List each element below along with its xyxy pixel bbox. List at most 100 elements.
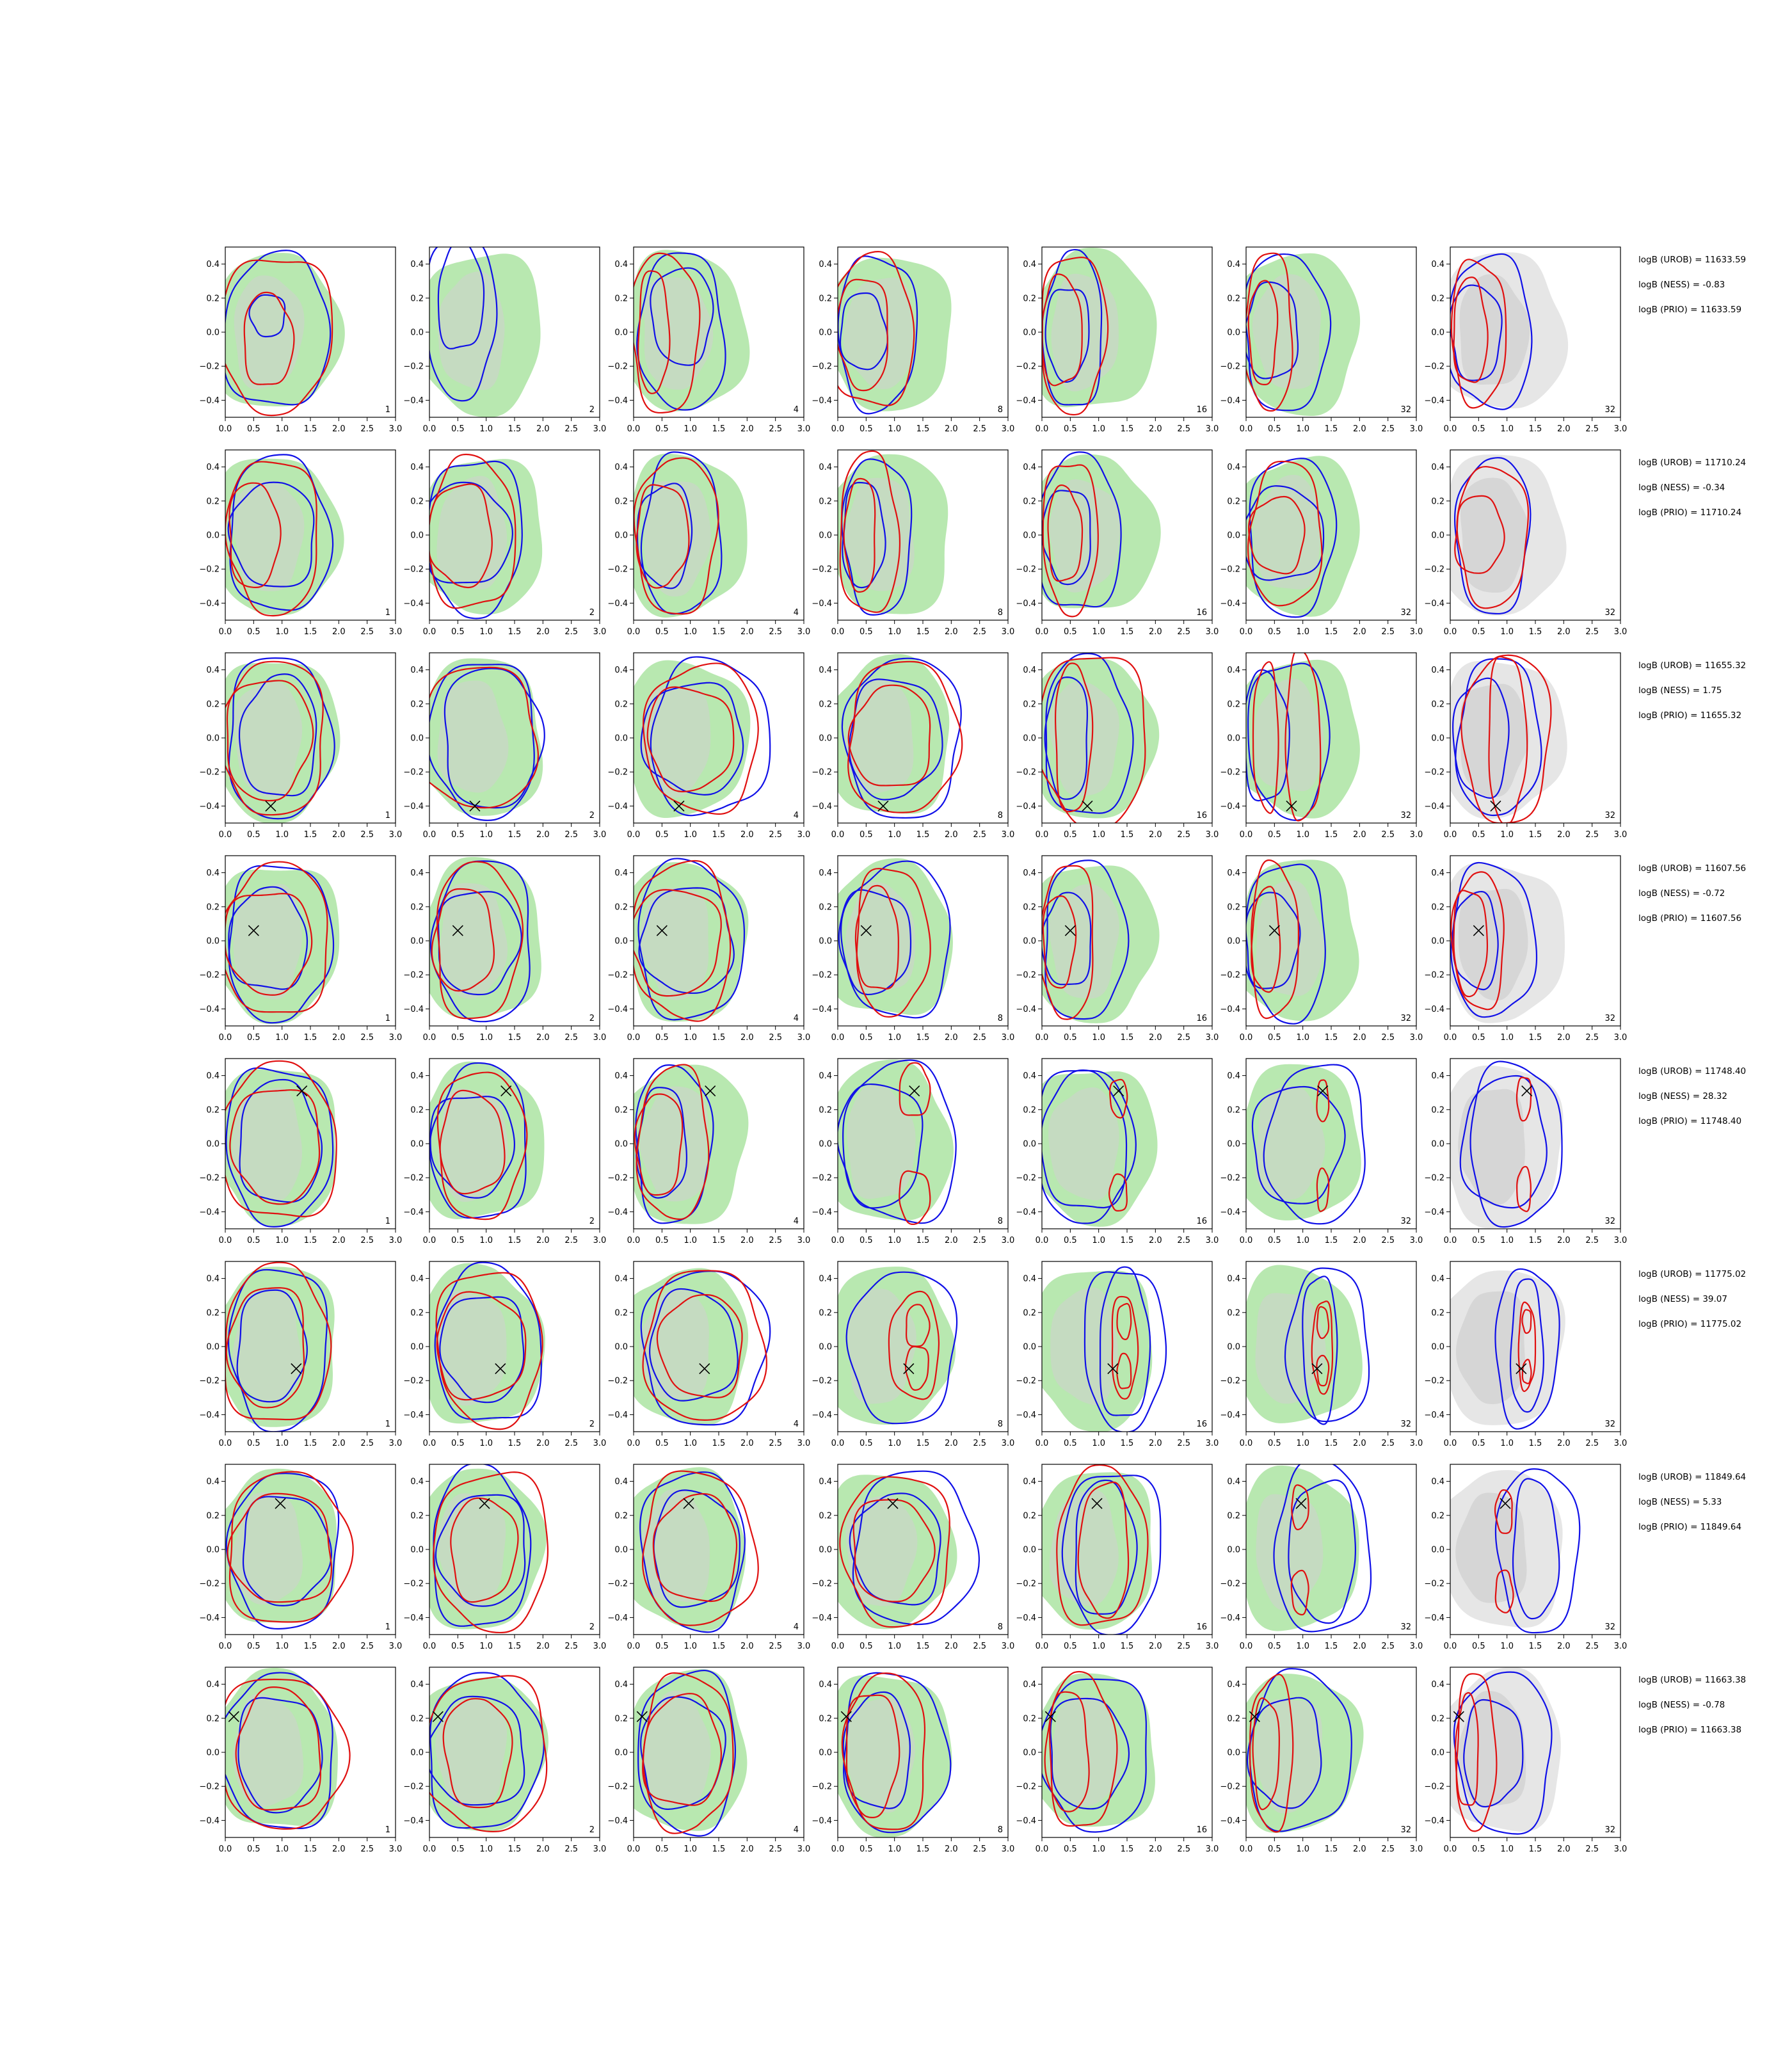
y-tick-label: −0.2 (1016, 768, 1036, 778)
true-parameter-marker (636, 1711, 648, 1722)
panel-corner-label: 16 (1196, 1622, 1207, 1632)
blue-contour-2 (636, 252, 726, 411)
y-tick-label: 0.4 (206, 463, 220, 472)
x-tick-label: 1.0 (684, 1844, 697, 1854)
y-tick-label: −0.2 (812, 1580, 832, 1589)
red-contour-1 (1453, 890, 1489, 998)
row-stat-3: logB (PRIO) = 11775.02 (1638, 1319, 1741, 1329)
x-tick-label: 1.0 (1092, 1642, 1105, 1651)
density-fill-inner (1458, 1690, 1526, 1807)
x-tick-label: 2.0 (1149, 1844, 1162, 1854)
panel-r4-c5: 0.0 0.5 1.0 1.5 2.0 2.5 3.0 0.4 0.2 0.0 −0.2 −0.4 16 (1016, 855, 1219, 1043)
x-tick-label: 1.5 (916, 627, 930, 637)
y-tick-label: 0.0 (1023, 531, 1036, 541)
panel-corner-label: 4 (794, 405, 799, 415)
panel-r3-c4: 0.0 0.5 1.0 1.5 2.0 2.5 3.0 0.4 0.2 0.0 −0.2 −0.4 8 (812, 652, 1014, 840)
y-tick-label: 0.2 (206, 700, 220, 709)
y-tick-label: 0.4 (410, 666, 424, 675)
x-tick-label: 3.0 (1410, 1642, 1423, 1651)
x-tick-label: 0.0 (423, 1236, 436, 1245)
x-tick-label: 3.0 (1206, 1236, 1219, 1245)
panel-corner-label: 32 (1604, 1825, 1615, 1835)
panel-plot-area (1246, 653, 1360, 822)
red-contour-1 (1494, 1489, 1513, 1534)
true-parameter-marker (452, 925, 463, 936)
y-tick-label: −0.2 (403, 1782, 424, 1792)
y-tick-label: 0.0 (206, 937, 220, 947)
x-tick-label: 1.5 (508, 1844, 522, 1854)
x-tick-label: 0.5 (1472, 1642, 1485, 1651)
true-parameter-marker (1268, 925, 1280, 936)
y-tick-label: 0.0 (410, 734, 424, 744)
y-tick-label: 0.4 (1431, 463, 1444, 472)
y-tick-label: 0.0 (1431, 328, 1444, 338)
y-tick-label: 0.4 (1023, 260, 1036, 269)
y-tick-label: 0.2 (819, 1511, 832, 1521)
y-tick-label: −0.4 (607, 1411, 628, 1420)
x-tick-label: 0.0 (1444, 627, 1457, 637)
blue-contour-2 (1084, 1271, 1167, 1432)
panel-r8-c1: 0.0 0.5 1.0 1.5 2.0 2.5 3.0 0.4 0.2 0.0 −0.2 −0.4 1 (199, 1667, 402, 1854)
density-fill-inner (1049, 884, 1119, 999)
y-tick-label: 0.2 (1227, 1308, 1240, 1318)
blue-contour-2 (1494, 1268, 1560, 1430)
y-tick-label: 0.4 (1023, 1071, 1036, 1081)
density-fill-inner (438, 1088, 508, 1202)
red-contour-1 (652, 1493, 738, 1603)
red-contour-1 (1316, 1079, 1330, 1123)
panel-plot-area (1450, 252, 1569, 410)
x-tick-label: 0.5 (1064, 424, 1077, 434)
y-tick-label: 0.0 (1023, 937, 1036, 947)
red-contour-1 (429, 483, 493, 589)
density-fill-inner (847, 1084, 916, 1199)
y-tick-label: 0.4 (206, 1071, 220, 1081)
x-tick-label: 2.0 (1557, 1642, 1571, 1651)
x-tick-label: 0.5 (1472, 1439, 1485, 1448)
y-tick-label: 0.0 (410, 1343, 424, 1352)
x-tick-label: 3.0 (389, 627, 403, 637)
density-fill-inner (232, 480, 305, 591)
true-parameter-marker (1082, 800, 1093, 812)
y-tick-label: −0.4 (1424, 1411, 1444, 1420)
panel-plot-area (838, 1059, 957, 1226)
y-tick-label: 0.4 (206, 1680, 220, 1690)
x-tick-label: 1.5 (1121, 627, 1134, 637)
x-tick-label: 1.5 (1121, 424, 1134, 434)
panel-corner-label: 1 (385, 1420, 390, 1429)
x-tick-label: 1.5 (916, 1844, 930, 1854)
panel-corner-label: 8 (998, 1622, 1003, 1632)
x-tick-label: 3.0 (1410, 1236, 1423, 1245)
red-contour-1 (450, 1497, 519, 1603)
x-tick-label: 2.0 (945, 1439, 958, 1448)
panel-corner-label: 8 (998, 1825, 1003, 1835)
x-tick-label: 2.0 (1149, 830, 1162, 840)
x-tick-label: 0.5 (860, 627, 873, 637)
x-tick-label: 0.5 (860, 424, 873, 434)
y-tick-label: 0.4 (1227, 1071, 1240, 1081)
blue-contour-1 (640, 682, 744, 796)
x-tick-label: 0.5 (451, 1033, 465, 1043)
blue-contour-2 (429, 247, 498, 402)
density-fill-inner (639, 887, 709, 1000)
y-tick-label: 0.4 (1431, 1477, 1444, 1487)
x-tick-label: 2.0 (1353, 1439, 1366, 1448)
panel-r4-c6: 0.0 0.5 1.0 1.5 2.0 2.5 3.0 0.4 0.2 0.0 −0.2 −0.4 32 (1220, 855, 1423, 1043)
x-tick-label: 1.0 (1500, 424, 1514, 434)
x-tick-label: 0.0 (1240, 1236, 1253, 1245)
x-tick-label: 3.0 (797, 424, 811, 434)
x-tick-label: 1.5 (916, 1642, 930, 1651)
x-tick-label: 1.5 (304, 424, 317, 434)
blue-contour-1 (1463, 1699, 1524, 1808)
x-tick-label: 1.0 (684, 627, 697, 637)
panel-corner-label: 4 (794, 1014, 799, 1023)
x-tick-label: 0.0 (627, 830, 641, 840)
density-fill-inner (437, 680, 509, 793)
panel-plot-area (1450, 654, 1567, 823)
x-tick-label: 2.0 (332, 1844, 346, 1854)
panel-corner-label: 32 (1604, 1014, 1615, 1023)
y-tick-label: −0.2 (1220, 1580, 1240, 1589)
red-contour-2 (1290, 1569, 1309, 1616)
y-tick-label: −0.4 (199, 1613, 220, 1623)
panel-r7-c6: 0.0 0.5 1.0 1.5 2.0 2.5 3.0 0.4 0.2 0.0 −0.2 −0.4 32 (1220, 1464, 1423, 1651)
true-parameter-marker (705, 1085, 716, 1097)
